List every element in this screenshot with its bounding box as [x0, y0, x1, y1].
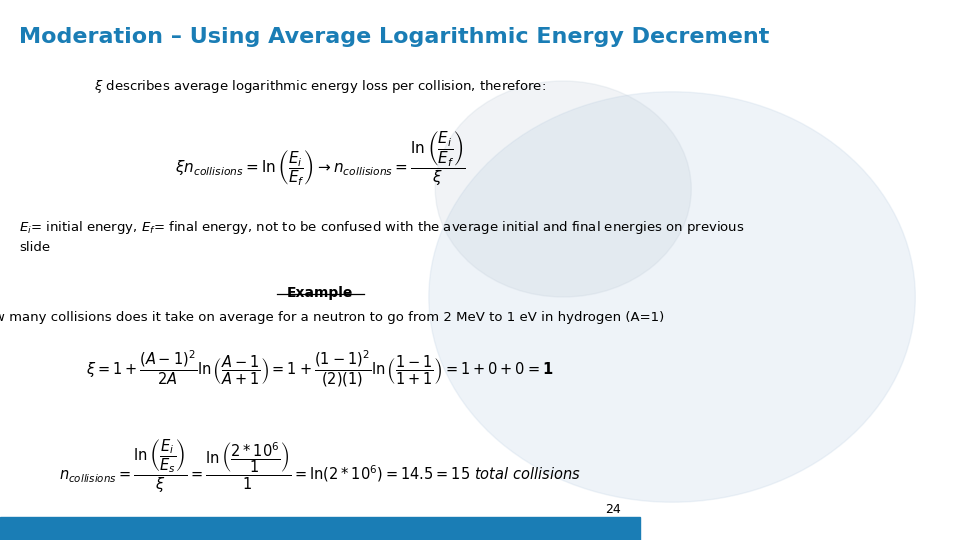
- Circle shape: [429, 92, 915, 502]
- Text: How many collisions does it take on average for a neutron to go from 2 MeV to 1 : How many collisions does it take on aver…: [0, 310, 664, 323]
- FancyBboxPatch shape: [0, 517, 640, 540]
- Text: Example: Example: [287, 286, 353, 300]
- Text: 24: 24: [605, 503, 621, 516]
- Text: Moderation – Using Average Logarithmic Energy Decrement: Moderation – Using Average Logarithmic E…: [19, 27, 770, 47]
- Text: $\xi$ describes average logarithmic energy loss per collision, therefore:: $\xi$ describes average logarithmic ener…: [94, 78, 546, 95]
- Text: $n_{collisions} = \dfrac{\ln\left(\dfrac{E_i}{E_s}\right)}{\xi} = \dfrac{\ln\lef: $n_{collisions} = \dfrac{\ln\left(\dfrac…: [60, 437, 581, 495]
- Circle shape: [435, 81, 691, 297]
- Text: $\xi n_{collisions} = \ln\left(\dfrac{E_i}{E_f}\right) \rightarrow n_{collisions: $\xi n_{collisions} = \ln\left(\dfrac{E_…: [175, 130, 466, 188]
- Text: $\xi = 1 + \dfrac{(A-1)^2}{2A}\ln\left(\dfrac{A-1}{A+1}\right) = 1 + \dfrac{(1-1: $\xi = 1 + \dfrac{(A-1)^2}{2A}\ln\left(\…: [86, 348, 554, 389]
- Text: $E_i$= initial energy, $E_f$= final energy, not to be confused with the average : $E_i$= initial energy, $E_f$= final ener…: [19, 219, 745, 254]
